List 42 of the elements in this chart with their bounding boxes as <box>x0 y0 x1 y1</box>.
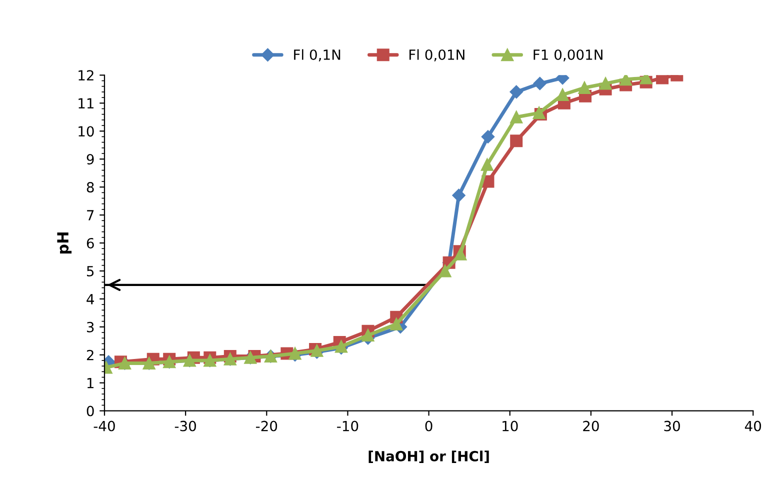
point <box>510 110 523 124</box>
point <box>620 75 632 86</box>
point <box>556 88 569 101</box>
point <box>480 158 494 171</box>
x-tick-label: -20 <box>256 420 278 432</box>
y-tick-label: 1 <box>87 378 94 388</box>
point <box>578 81 591 94</box>
x-tick-label: 20 <box>583 420 599 432</box>
x-tick-label: -30 <box>174 420 196 432</box>
y-tick-label: 9 <box>86 154 94 165</box>
x-axis-title: [NaOH] or [HCl] <box>368 450 489 464</box>
point <box>454 248 467 260</box>
x-tick-label: 0 <box>425 420 432 432</box>
point <box>533 76 546 90</box>
y-tick-label: 0 <box>86 406 94 416</box>
point <box>362 329 374 342</box>
point <box>452 188 466 202</box>
x-tick-label: -40 <box>94 420 115 432</box>
point <box>510 134 523 148</box>
y-tick-label: 5 <box>87 266 94 276</box>
legend-label: Fl 0,1N <box>294 49 340 62</box>
legend-label: Fl 0,01N <box>409 49 464 62</box>
point <box>599 77 612 90</box>
y-tick-label: 8 <box>86 182 94 193</box>
legend-label: F1 0,001N <box>534 49 602 62</box>
point <box>438 264 452 278</box>
x-tick-label: 40 <box>744 420 762 432</box>
y-tick-label: 10 <box>78 126 94 137</box>
y-tick-label: 3 <box>86 322 94 332</box>
y-tick-label: 12 <box>78 70 94 80</box>
point <box>510 85 523 99</box>
y-tick-label: 11 <box>78 98 94 108</box>
y-axis-title: pH <box>57 232 72 254</box>
x-tick-label: 10 <box>502 420 518 432</box>
y-tick-label: 6 <box>86 238 94 248</box>
y-tick-label: 7 <box>87 210 94 220</box>
point <box>390 318 403 330</box>
y-tick-label: 4 <box>86 294 94 304</box>
x-tick-label: 30 <box>664 420 680 432</box>
point <box>481 130 495 144</box>
y-tick-label: 2 <box>86 350 94 360</box>
x-tick-label: -10 <box>337 420 358 432</box>
